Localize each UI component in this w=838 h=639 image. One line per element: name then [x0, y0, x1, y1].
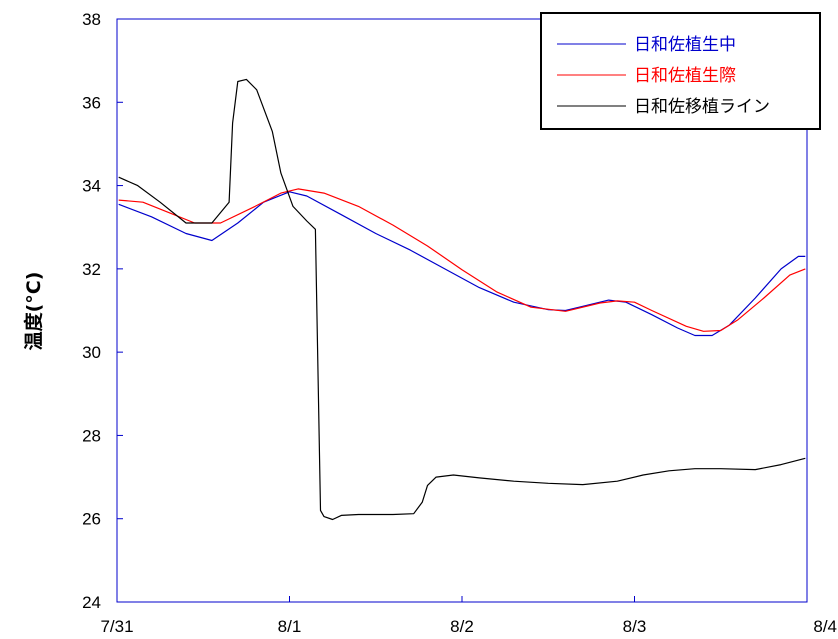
x-tick-label: 8/4 — [813, 617, 837, 636]
x-tick-label: 7/31 — [100, 617, 133, 636]
y-axis: 24 26 28 30 32 34 36 38 — [82, 10, 123, 612]
y-tick-label: 28 — [82, 426, 101, 445]
legend: 日和佐植生中 日和佐植生際 日和佐移植ライン — [540, 12, 821, 130]
y-tick-label: 38 — [82, 10, 101, 29]
y-tick-label: 36 — [82, 93, 101, 112]
series-line-vegetation-center — [118, 191, 806, 337]
x-tick-label: 8/3 — [623, 617, 647, 636]
series-layer — [118, 78, 806, 521]
y-tick-label: 30 — [82, 343, 101, 362]
x-tick-label: 8/1 — [278, 617, 302, 636]
y-tick-label: 34 — [82, 177, 101, 196]
legend-label-vegetation-center: 日和佐植生中 — [634, 35, 736, 55]
series-line-vegetation-edge — [118, 188, 806, 332]
legend-box — [540, 12, 821, 130]
x-axis: 7/31 8/1 8/2 8/3 8/4 — [100, 596, 837, 636]
y-axis-label: 温度(°C) — [22, 272, 45, 351]
x-tick-label: 8/2 — [450, 617, 474, 636]
legend-label-transplant-line: 日和佐移植ライン — [634, 97, 770, 117]
y-tick-label: 26 — [82, 510, 101, 529]
y-tick-label: 24 — [82, 593, 101, 612]
y-tick-label: 32 — [82, 260, 101, 279]
series-line-transplant-line — [118, 78, 806, 521]
legend-label-vegetation-edge: 日和佐植生際 — [634, 66, 736, 86]
